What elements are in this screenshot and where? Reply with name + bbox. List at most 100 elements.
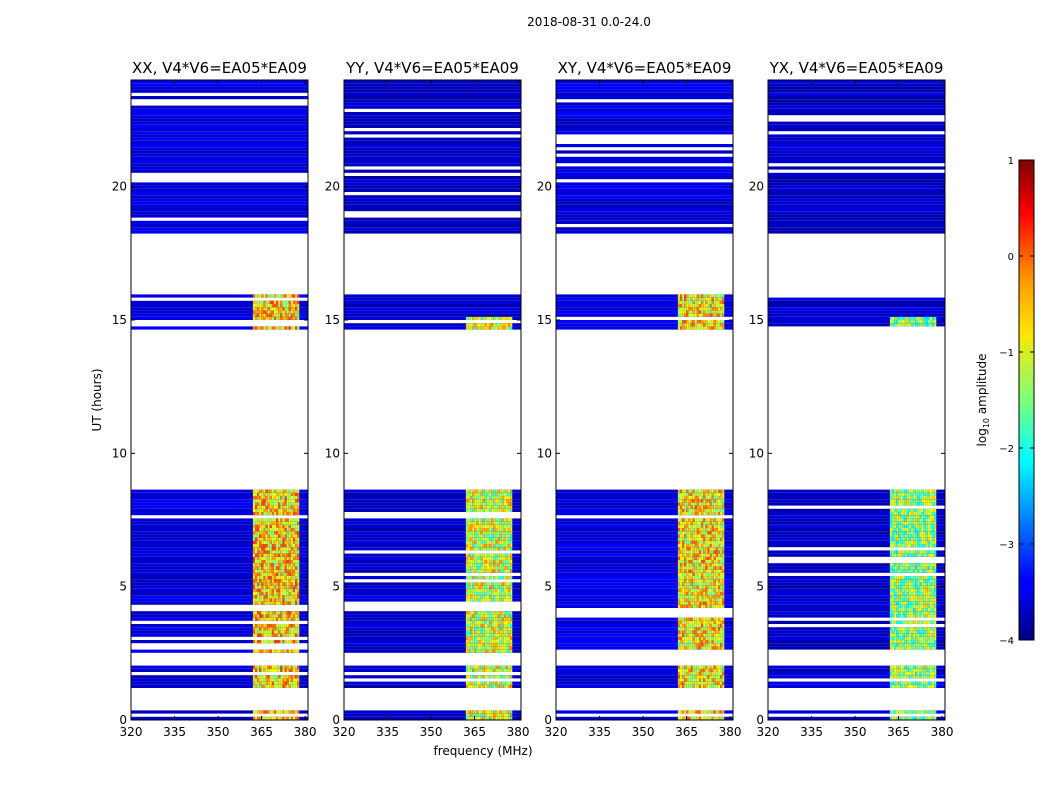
rfi-cell xyxy=(482,537,485,541)
data-row xyxy=(556,595,733,599)
rfi-cell xyxy=(682,563,685,567)
rfi-cell xyxy=(711,505,714,509)
rfi-cell xyxy=(919,601,922,605)
rfi-cell xyxy=(269,534,272,538)
rfi-cell xyxy=(709,672,712,676)
rfi-cell xyxy=(688,710,691,714)
rfi-cell xyxy=(280,675,283,679)
rfi-cell xyxy=(280,496,283,500)
rfi-cell xyxy=(919,633,922,637)
rfi-cell xyxy=(701,646,704,650)
rfi-cell xyxy=(297,710,300,714)
rfi-cell xyxy=(715,563,718,567)
rfi-cell xyxy=(499,646,502,650)
rfi-cell xyxy=(254,630,258,634)
rfi-cell xyxy=(684,550,687,554)
rfi-cell xyxy=(508,316,511,320)
rfi-cell xyxy=(295,294,298,298)
rfi-cell xyxy=(688,492,691,496)
rfi-cell xyxy=(508,624,511,628)
rfi-cell xyxy=(709,508,712,512)
rfi-cell xyxy=(482,547,485,551)
rfi-cell xyxy=(713,547,716,551)
rfi-cell xyxy=(480,713,483,717)
rfi-cell xyxy=(694,534,697,538)
data-row xyxy=(768,640,945,644)
rfi-cell xyxy=(265,496,268,500)
rfi-cell xyxy=(686,537,689,541)
rfi-cell xyxy=(915,681,918,685)
rfi-cell xyxy=(476,582,479,586)
rfi-cell xyxy=(688,294,691,298)
rfi-cell xyxy=(711,326,714,330)
rfi-cell xyxy=(894,608,897,612)
rfi-cell xyxy=(701,304,704,308)
rfi-cell xyxy=(679,646,683,650)
rfi-cell xyxy=(493,326,496,330)
rfi-cell xyxy=(711,601,714,605)
rfi-cell xyxy=(254,310,258,314)
rfi-cell xyxy=(278,499,281,503)
rfi-cell xyxy=(267,560,270,564)
rfi-cell xyxy=(898,608,901,612)
rfi-cell xyxy=(715,304,718,308)
rfi-cell xyxy=(499,684,502,688)
rfi-cell xyxy=(686,313,689,317)
rfi-cell xyxy=(269,675,272,679)
rfi-cell xyxy=(686,323,689,327)
rfi-cell xyxy=(267,294,270,298)
rfi-cell xyxy=(923,646,926,650)
rfi-cell xyxy=(295,300,298,304)
rfi-cell xyxy=(505,528,509,532)
rfi-cell xyxy=(921,668,924,672)
rfi-cell xyxy=(711,624,714,628)
rfi-cell xyxy=(679,508,683,512)
rfi-cell xyxy=(273,566,277,570)
rfi-cell xyxy=(717,582,721,586)
rfi-cell xyxy=(717,534,721,538)
rfi-cell xyxy=(720,620,723,624)
rfi-cell xyxy=(497,537,500,541)
rfi-cell xyxy=(902,598,905,602)
rfi-cell xyxy=(692,537,695,541)
rfi-cell xyxy=(499,582,502,586)
rfi-cell xyxy=(252,499,255,503)
rfi-cell xyxy=(252,668,255,672)
rfi-cell xyxy=(679,540,683,544)
rfi-cell xyxy=(717,496,721,500)
rfi-cell xyxy=(489,521,492,525)
rfi-cell xyxy=(688,640,691,644)
rfi-cell xyxy=(493,323,496,327)
rfi-cell xyxy=(682,710,685,714)
rfi-cell xyxy=(889,716,892,720)
rfi-cell xyxy=(925,585,928,589)
rfi-cell xyxy=(915,646,918,650)
rfi-cell xyxy=(923,598,926,602)
rfi-cell xyxy=(694,668,697,672)
rfi-cell xyxy=(478,531,481,535)
rfi-cell xyxy=(263,598,266,602)
data-row xyxy=(131,633,308,637)
rfi-cell xyxy=(713,595,716,599)
rfi-cell xyxy=(711,630,714,634)
rfi-cell xyxy=(720,505,723,509)
rfi-cell xyxy=(902,668,905,672)
rfi-cell xyxy=(684,547,687,551)
rfi-cell xyxy=(273,614,277,618)
rfi-cell xyxy=(688,643,691,647)
rfi-cell xyxy=(474,585,477,589)
rfi-cell xyxy=(493,499,496,503)
rfi-cell xyxy=(913,710,916,714)
rfi-cell xyxy=(898,601,901,605)
rfi-cell xyxy=(278,617,281,621)
rfi-cell xyxy=(282,505,285,509)
rfi-cell xyxy=(489,566,492,570)
rfi-cell xyxy=(919,579,922,583)
rfi-cell xyxy=(709,550,712,554)
rfi-cell xyxy=(717,710,721,714)
rfi-cell xyxy=(896,576,899,580)
rfi-cell xyxy=(688,633,691,637)
rfi-cell xyxy=(282,304,285,308)
rfi-cell xyxy=(495,646,498,650)
